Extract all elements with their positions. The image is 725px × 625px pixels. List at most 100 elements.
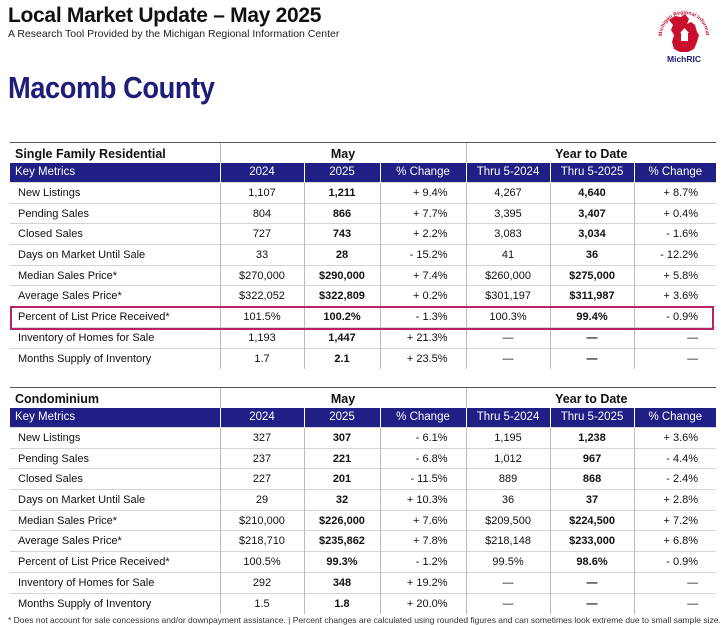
value-2025: 99.3% [303, 551, 380, 573]
section-title: Condominium [10, 387, 220, 408]
col-2024: 2024 [219, 407, 304, 428]
pct-change: + 19.2% [379, 571, 467, 593]
pct-change: + 7.4% [379, 264, 467, 286]
value-thru-2024: — [465, 571, 551, 593]
ytd-pct-change: - 12.2% [633, 244, 717, 266]
ytd-pct-change: + 8.7% [633, 182, 717, 204]
col-thru-2024: Thru 5-2024 [465, 162, 551, 183]
value-2024: 1,107 [219, 182, 304, 204]
metric-name: Months Supply of Inventory [10, 592, 220, 614]
ytd-pct-change: — [633, 347, 717, 369]
table-row: Pending Sales 237 221- 6.8% 1,012 967- 4.4% [10, 447, 717, 469]
col-thru-2024: Thru 5-2024 [465, 407, 551, 428]
table-row: New Listings 1,107 1,211 + 9.4% 4,267 4,640 + … [10, 182, 717, 204]
section-title-row: Single Family Residential May Year to Da… [10, 142, 717, 163]
col-key-metrics: Key Metrics [10, 162, 220, 183]
metric-name: Percent of List Price Received* [10, 306, 220, 328]
ytd-pct-change: - 4.4% [633, 447, 717, 469]
value-2024: 292 [219, 571, 304, 593]
value-thru-2024: $218,148 [465, 530, 551, 552]
ytd-pct-change: + 3.6% [633, 427, 717, 449]
pct-change: - 1.3% [379, 306, 467, 328]
table-row: Inventory of Homes for Sale 1,193 1,447 + 2… [10, 326, 717, 348]
col-ytd-pct-change: % Change [633, 407, 717, 428]
section-title: Single Family Residential [10, 142, 220, 163]
value-2025: 1.8 [303, 592, 380, 614]
value-thru-2025: 4,640 [549, 182, 635, 204]
group-ytd: Year to Date [465, 142, 717, 163]
value-thru-2024: 3,395 [465, 202, 551, 224]
value-2024: 33 [219, 244, 304, 266]
col-ytd-pct-change: % Change [633, 162, 717, 183]
value-thru-2024: 1,195 [465, 427, 551, 449]
metric-name: Months Supply of Inventory [10, 347, 220, 369]
value-2024: 100.5% [219, 551, 304, 573]
metric-name: New Listings [10, 182, 220, 204]
metric-name: Average Sales Price* [10, 530, 220, 552]
ytd-pct-change: + 3.6% [633, 285, 717, 307]
metric-name: New Listings [10, 427, 220, 449]
pct-change: + 9.4% [379, 182, 467, 204]
value-thru-2025: 36 [549, 244, 635, 266]
value-2025: 2.1 [303, 347, 380, 369]
report-subtitle: A Research Tool Provided by the Michigan… [8, 28, 340, 40]
table-row: Closed Sales 727 743 + 2.2% 3,083 3,034- 1.6% [10, 223, 717, 245]
value-thru-2025: $224,500 [549, 509, 635, 531]
value-thru-2024: — [465, 592, 551, 614]
michric-logo: Michigan Regional Information Center Mic… [650, 2, 710, 64]
table-row: Percent of List Price Received* 100.5% 99.… [10, 551, 717, 573]
metric-name: Median Sales Price* [10, 264, 220, 286]
value-thru-2024: 1,012 [465, 447, 551, 469]
metric-name: Pending Sales [10, 202, 220, 224]
value-thru-2024: 100.3% [465, 306, 551, 328]
value-thru-2025: 3,034 [549, 223, 635, 245]
pct-change: - 6.1% [379, 427, 467, 449]
value-thru-2024: 36 [465, 489, 551, 511]
metric-name: Inventory of Homes for Sale [10, 326, 220, 348]
value-2024: 1.5 [219, 592, 304, 614]
table-row: Percent of List Price Received* 101.5% 100… [10, 306, 717, 328]
group-may: May [219, 142, 467, 163]
value-2025: 1,447 [303, 326, 380, 348]
metric-name: Closed Sales [10, 223, 220, 245]
value-thru-2025: 868 [549, 468, 635, 490]
ytd-pct-change: - 0.9% [633, 551, 717, 573]
ytd-pct-change: + 7.2% [633, 509, 717, 531]
col-pct-change: % Change [379, 162, 467, 183]
ytd-pct-change: - 0.9% [633, 306, 717, 328]
pct-change: + 0.2% [379, 285, 467, 307]
group-ytd: Year to Date [465, 387, 717, 408]
value-2024: 101.5% [219, 306, 304, 328]
pct-change: + 10.3% [379, 489, 467, 511]
value-2024: 1,193 [219, 326, 304, 348]
metric-name: Days on Market Until Sale [10, 489, 220, 511]
value-thru-2025: $275,000 [549, 264, 635, 286]
value-thru-2025: 3,407 [549, 202, 635, 224]
value-2025: 1,211 [303, 182, 380, 204]
table-row: Days on Market Until Sale 33 28- 15.2% 41 36… [10, 244, 717, 266]
table-row: Median Sales Price* $210,000 $226,000 + 7.6… [10, 509, 717, 531]
value-thru-2024: $260,000 [465, 264, 551, 286]
value-thru-2024: 889 [465, 468, 551, 490]
metric-name: Percent of List Price Received* [10, 551, 220, 573]
value-thru-2025: 967 [549, 447, 635, 469]
pct-change: + 23.5% [379, 347, 467, 369]
value-2025: 221 [303, 447, 380, 469]
value-2025: 866 [303, 202, 380, 224]
single-family-table: Single Family Residential May Year to Da… [10, 142, 717, 369]
value-thru-2025: $233,000 [549, 530, 635, 552]
value-thru-2024: $209,500 [465, 509, 551, 531]
table-row: Months Supply of Inventory 1.7 2.1 + 23.5% —… [10, 347, 717, 369]
metric-name: Pending Sales [10, 447, 220, 469]
pct-change: - 1.2% [379, 551, 467, 573]
table-row: Inventory of Homes for Sale 292 348 + 19.2%… [10, 571, 717, 593]
ytd-pct-change: - 1.6% [633, 223, 717, 245]
county-name: Macomb County [8, 70, 215, 105]
value-2024: 237 [219, 447, 304, 469]
value-2025: 28 [303, 244, 380, 266]
report-title: Local Market Update – May 2025 [8, 4, 322, 27]
group-may: May [219, 387, 467, 408]
column-header-row: Key Metrics 2024 2025 % Change Thru 5-20… [10, 162, 717, 183]
value-thru-2025: — [549, 571, 635, 593]
ytd-pct-change: — [633, 592, 717, 614]
